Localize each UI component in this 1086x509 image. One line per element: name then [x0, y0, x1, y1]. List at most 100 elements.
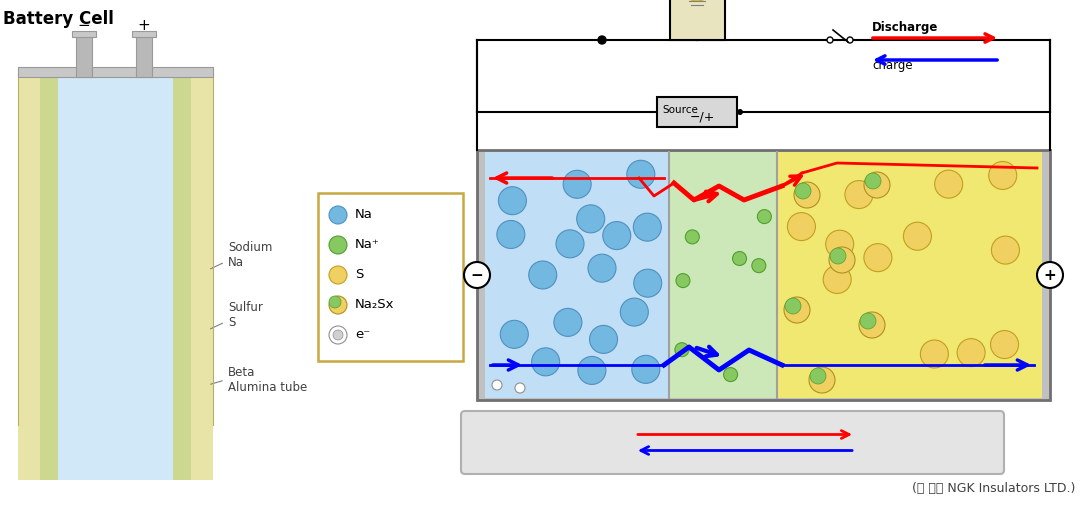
- Bar: [485, 152, 669, 398]
- Bar: [477, 150, 1050, 400]
- Bar: [132, 31, 156, 37]
- Circle shape: [588, 254, 616, 282]
- Circle shape: [329, 326, 348, 344]
- Circle shape: [58, 423, 110, 475]
- Text: Na: Na: [355, 209, 372, 221]
- Text: Beta Alumina: Beta Alumina: [683, 414, 762, 427]
- Circle shape: [733, 251, 746, 266]
- Circle shape: [121, 423, 173, 475]
- Circle shape: [845, 181, 873, 209]
- Bar: [18, 75, 56, 425]
- Circle shape: [795, 183, 811, 199]
- Bar: [72, 31, 96, 37]
- Bar: [318, 193, 463, 361]
- Text: charge: charge: [872, 59, 912, 71]
- Bar: [657, 97, 737, 127]
- Bar: [58, 75, 173, 449]
- Bar: [58, 75, 173, 449]
- Text: Sodium
Na: Sodium Na: [228, 241, 273, 269]
- Circle shape: [920, 340, 948, 368]
- Circle shape: [121, 423, 173, 475]
- Circle shape: [627, 160, 655, 188]
- Text: Beta
Alumina tube: Beta Alumina tube: [228, 366, 307, 394]
- Circle shape: [598, 36, 606, 44]
- Circle shape: [333, 330, 343, 340]
- Text: + Pole (S): + Pole (S): [881, 414, 938, 427]
- Circle shape: [590, 325, 618, 353]
- Bar: [58, 75, 173, 449]
- FancyBboxPatch shape: [460, 411, 1003, 474]
- Text: Na₂Sx: Na₂Sx: [355, 298, 394, 312]
- Circle shape: [809, 367, 835, 393]
- Circle shape: [329, 266, 348, 284]
- Circle shape: [329, 236, 348, 254]
- Bar: [669, 0, 724, 40]
- Circle shape: [634, 269, 661, 297]
- Circle shape: [957, 338, 985, 366]
- Text: e⁻: e⁻: [355, 328, 370, 342]
- Bar: [58, 449, 173, 480]
- Text: S: S: [355, 269, 364, 281]
- Circle shape: [40, 399, 116, 475]
- Text: Na⁺: Na⁺: [355, 239, 380, 251]
- Circle shape: [864, 172, 891, 198]
- Bar: [776, 152, 1041, 398]
- Circle shape: [787, 213, 816, 241]
- Circle shape: [785, 298, 801, 314]
- Circle shape: [935, 170, 962, 198]
- Text: +: +: [1044, 268, 1057, 282]
- Circle shape: [58, 423, 110, 475]
- Text: Discharge: Discharge: [872, 20, 938, 34]
- Circle shape: [498, 187, 527, 215]
- Bar: [669, 152, 776, 398]
- Circle shape: [115, 399, 191, 475]
- Circle shape: [847, 37, 853, 43]
- Text: Charging: Charging: [721, 456, 769, 466]
- Circle shape: [810, 368, 826, 384]
- Text: +: +: [138, 17, 150, 33]
- Circle shape: [620, 298, 648, 326]
- Bar: [40, 75, 191, 437]
- Circle shape: [532, 348, 559, 376]
- Bar: [40, 437, 191, 480]
- Circle shape: [723, 367, 737, 382]
- Text: −: −: [77, 17, 90, 33]
- Circle shape: [18, 375, 118, 475]
- Circle shape: [529, 261, 557, 289]
- Circle shape: [681, 0, 714, 1]
- Text: Discharging: Discharging: [714, 419, 776, 430]
- Circle shape: [825, 230, 854, 258]
- Circle shape: [674, 343, 689, 357]
- Text: −: −: [470, 268, 483, 282]
- Circle shape: [823, 266, 851, 294]
- Circle shape: [556, 230, 584, 258]
- Circle shape: [830, 248, 846, 264]
- Bar: [76, 33, 92, 77]
- Text: - Pole (Na): - Pole (Na): [546, 414, 608, 427]
- Circle shape: [859, 312, 885, 338]
- Circle shape: [329, 206, 348, 224]
- Circle shape: [990, 330, 1019, 358]
- Circle shape: [794, 182, 820, 208]
- Text: −/+: −/+: [690, 110, 715, 124]
- Circle shape: [1037, 262, 1063, 288]
- Circle shape: [685, 230, 699, 244]
- Circle shape: [633, 213, 661, 241]
- Circle shape: [577, 205, 605, 233]
- Circle shape: [757, 210, 771, 223]
- Circle shape: [675, 273, 690, 288]
- Circle shape: [515, 383, 525, 393]
- Circle shape: [578, 356, 606, 384]
- Text: Source: Source: [662, 105, 698, 115]
- Circle shape: [492, 380, 502, 390]
- Circle shape: [828, 37, 833, 43]
- Circle shape: [497, 220, 525, 248]
- Circle shape: [603, 221, 631, 249]
- Bar: [18, 67, 213, 77]
- Text: Na₂Sx: Na₂Sx: [883, 434, 937, 451]
- Circle shape: [863, 244, 892, 272]
- Circle shape: [632, 355, 660, 383]
- Circle shape: [554, 308, 582, 336]
- Circle shape: [564, 171, 591, 199]
- Bar: [136, 33, 152, 77]
